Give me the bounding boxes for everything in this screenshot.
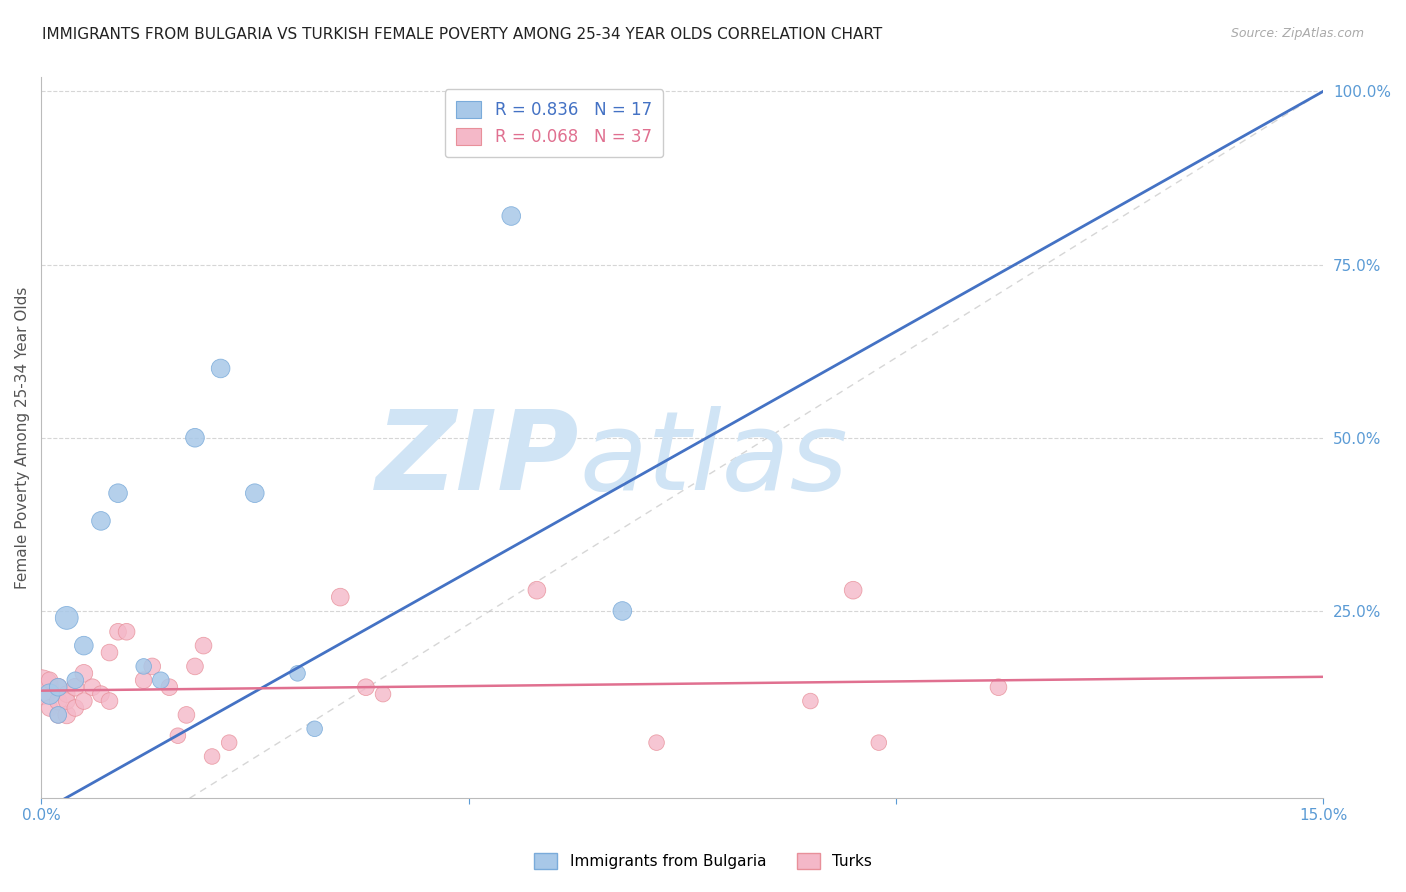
Point	[987, 680, 1010, 694]
Point	[46, 680, 69, 694]
Point	[141, 659, 163, 673]
Point	[149, 673, 172, 688]
Point	[201, 749, 224, 764]
Point	[46, 707, 69, 722]
Point	[132, 673, 155, 688]
Point	[55, 687, 77, 701]
Point	[218, 736, 240, 750]
Point	[98, 694, 121, 708]
Point	[46, 694, 69, 708]
Point	[38, 701, 60, 715]
Legend: Immigrants from Bulgaria, Turks: Immigrants from Bulgaria, Turks	[529, 847, 877, 875]
Point	[371, 687, 394, 701]
Point	[46, 707, 69, 722]
Point	[46, 680, 69, 694]
Point	[73, 666, 96, 681]
Text: IMMIGRANTS FROM BULGARIA VS TURKISH FEMALE POVERTY AMONG 25-34 YEAR OLDS CORRELA: IMMIGRANTS FROM BULGARIA VS TURKISH FEMA…	[42, 27, 883, 42]
Point	[55, 611, 77, 625]
Point	[38, 673, 60, 688]
Text: ZIP: ZIP	[377, 406, 579, 513]
Point	[115, 624, 138, 639]
Point	[73, 694, 96, 708]
Point	[157, 680, 180, 694]
Point	[82, 680, 104, 694]
Point	[38, 687, 60, 701]
Y-axis label: Female Poverty Among 25-34 Year Olds: Female Poverty Among 25-34 Year Olds	[15, 286, 30, 589]
Text: atlas: atlas	[579, 406, 848, 513]
Legend: R = 0.836   N = 17, R = 0.068   N = 37: R = 0.836 N = 17, R = 0.068 N = 37	[444, 89, 664, 157]
Point	[65, 673, 87, 688]
Point	[209, 361, 232, 376]
Point	[842, 583, 865, 598]
Point	[65, 680, 87, 694]
Point	[329, 590, 352, 604]
Point	[612, 604, 634, 618]
Point	[30, 680, 52, 694]
Point	[184, 659, 207, 673]
Point	[167, 729, 190, 743]
Point	[90, 514, 112, 528]
Point	[55, 694, 77, 708]
Point	[107, 486, 129, 500]
Point	[287, 666, 309, 681]
Point	[243, 486, 266, 500]
Point	[354, 680, 377, 694]
Point	[132, 659, 155, 673]
Point	[868, 736, 890, 750]
Point	[526, 583, 548, 598]
Point	[65, 701, 87, 715]
Point	[645, 736, 668, 750]
Point	[184, 431, 207, 445]
Point	[98, 646, 121, 660]
Point	[55, 707, 77, 722]
Point	[304, 722, 326, 736]
Point	[501, 209, 523, 223]
Point	[176, 707, 198, 722]
Point	[73, 639, 96, 653]
Point	[799, 694, 821, 708]
Point	[107, 624, 129, 639]
Text: Source: ZipAtlas.com: Source: ZipAtlas.com	[1230, 27, 1364, 40]
Point	[90, 687, 112, 701]
Point	[193, 639, 215, 653]
